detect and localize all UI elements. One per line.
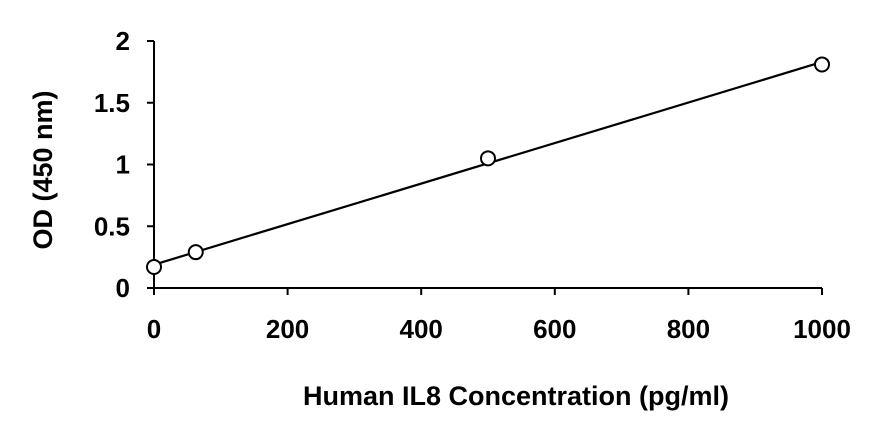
tick-marks <box>147 40 823 295</box>
x-axis-title: Human IL8 Concentration (pg/ml) <box>303 381 729 411</box>
data-point <box>187 244 204 261</box>
data-point <box>480 150 496 167</box>
y-tick-label: 2 <box>116 26 130 56</box>
x-tick-label: 600 <box>533 314 576 344</box>
tick-labels: 0 200 400 600 800 1000 0 0.5 1 1.5 2 <box>94 26 851 344</box>
y-tick-label: 0.5 <box>94 211 130 241</box>
x-tick-label: 1000 <box>793 314 851 344</box>
x-tick-label: 800 <box>667 314 710 344</box>
y-axis-title: OD (450 nm) <box>28 90 58 249</box>
x-tick-label: 0 <box>147 314 161 344</box>
x-tick-label: 400 <box>400 314 443 344</box>
y-tick-label: 0 <box>116 273 130 303</box>
y-tick-label: 1.5 <box>94 88 130 118</box>
y-tick-label: 1 <box>116 150 130 180</box>
data-point <box>814 56 830 73</box>
data-points <box>146 56 830 276</box>
data-point <box>146 259 162 276</box>
x-tick-label: 200 <box>266 314 309 344</box>
